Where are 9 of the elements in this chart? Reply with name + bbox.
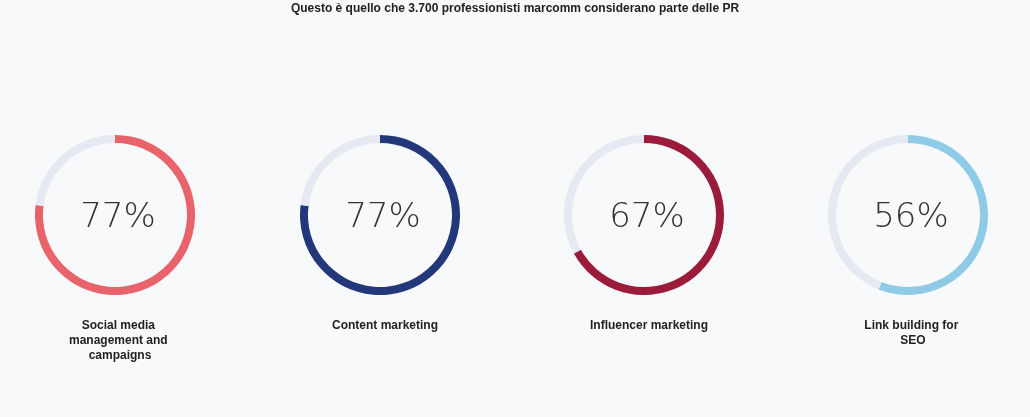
slice-label: Social media management and campaigns [68,317,172,362]
data-label: 77% [345,195,421,235]
slice-label: Content marketing [331,317,439,332]
slice-label: Influencer marketing [589,317,709,332]
data-label: 56% [873,195,949,235]
slice-label: Link building for SEO [864,317,962,347]
text: Questo è quello che 3.700 professionisti marcomm considerano parte delle PR [289,1,741,15]
data-label: 77% [80,195,156,235]
data-label: 67% [609,195,685,235]
